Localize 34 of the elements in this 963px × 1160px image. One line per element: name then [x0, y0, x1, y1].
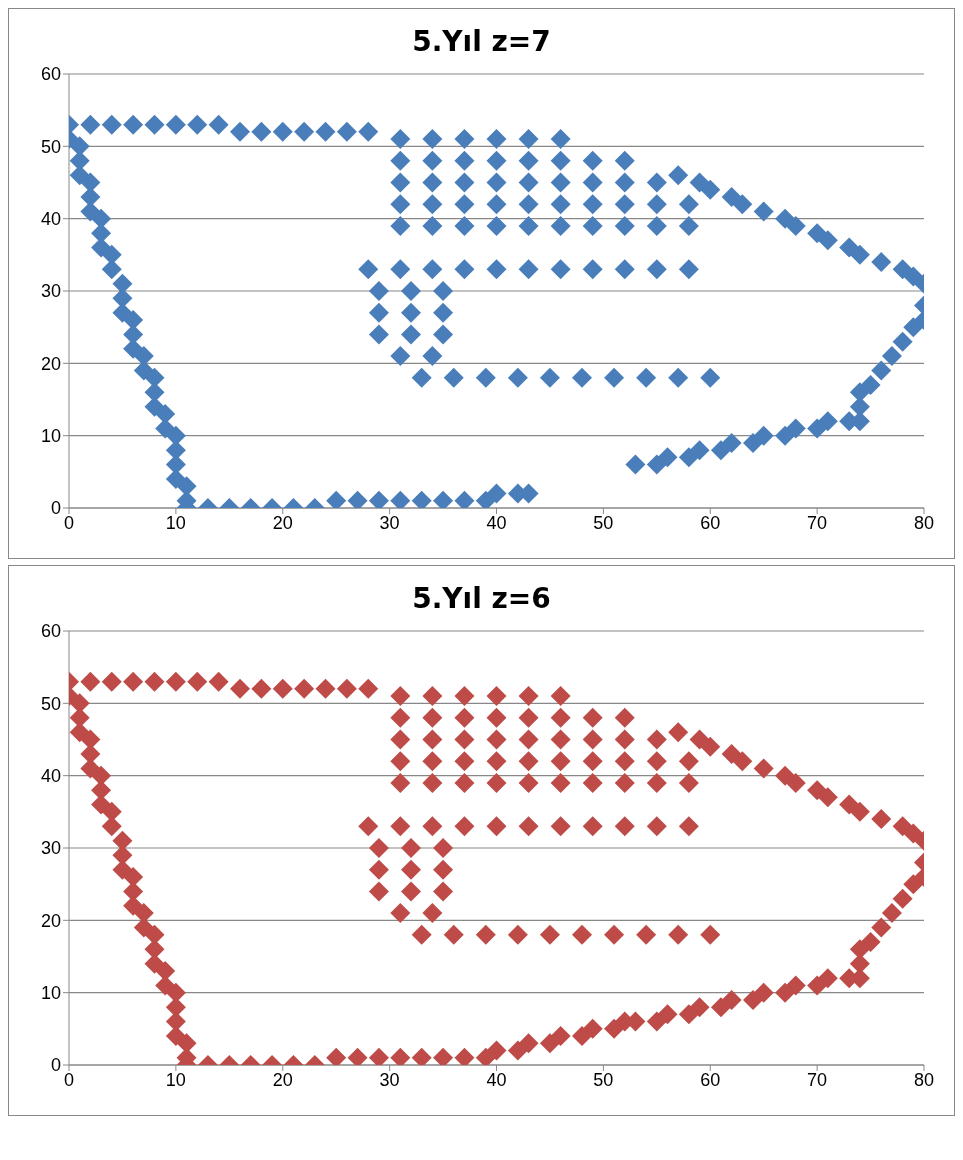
x-tick-label: 0	[63, 512, 75, 533]
y-tick-label: 60	[40, 621, 61, 642]
x-tick-label: 80	[913, 1069, 935, 1090]
x-tick-label: 0	[63, 1069, 75, 1090]
x-tick-label: 50	[593, 512, 614, 533]
x-tick-label: 10	[165, 1069, 186, 1090]
x-tick-label: 20	[272, 1069, 293, 1090]
x-tick-label: 70	[807, 512, 828, 533]
y-tick-label: 40	[40, 209, 61, 230]
y-tick-label: 20	[40, 910, 61, 931]
y-tick-label: 30	[40, 281, 61, 302]
y-tick-label: 0	[50, 1055, 61, 1076]
y-tick-label: 10	[40, 983, 61, 1004]
x-tick-label: 70	[807, 1069, 828, 1090]
chart-title: 5.Yıl z=7	[411, 24, 552, 58]
y-tick-label: 50	[40, 693, 61, 714]
x-tick-label: 60	[700, 1069, 721, 1090]
x-tick-label: 60	[700, 512, 721, 533]
x-tick-label: 30	[379, 1069, 400, 1090]
y-tick-label: 60	[40, 64, 61, 85]
y-tick-label: 10	[40, 426, 61, 447]
y-tick-label: 20	[40, 353, 61, 374]
x-tick-label: 40	[486, 512, 507, 533]
x-tick-label: 80	[913, 512, 935, 533]
y-tick-label: 30	[40, 838, 61, 859]
y-tick-label: 50	[40, 136, 61, 157]
x-tick-label: 50	[593, 1069, 614, 1090]
chart-title: 5.Yıl z=6	[411, 581, 552, 615]
y-tick-label: 40	[40, 766, 61, 787]
x-tick-label: 30	[379, 512, 400, 533]
x-tick-label: 20	[272, 512, 293, 533]
y-tick-label: 0	[50, 498, 61, 519]
x-tick-label: 10	[165, 512, 186, 533]
x-tick-label: 40	[486, 1069, 507, 1090]
